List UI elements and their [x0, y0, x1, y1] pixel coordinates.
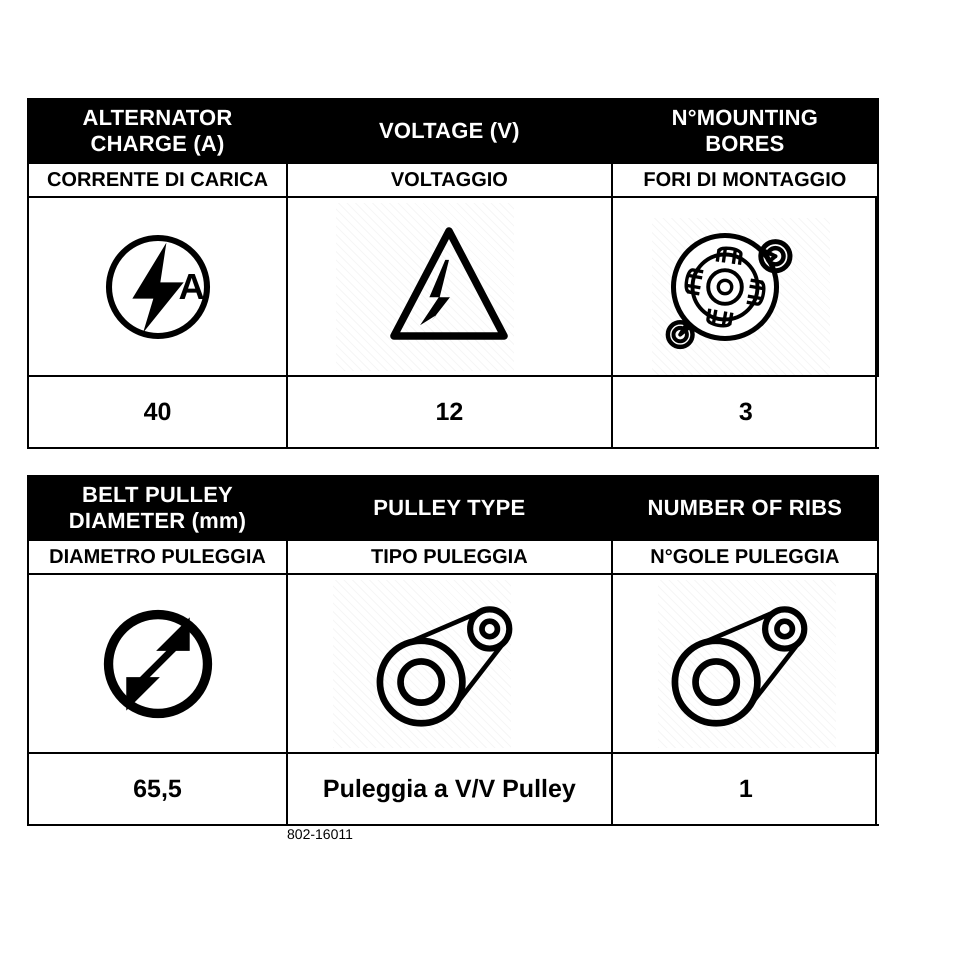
svg-text:A: A: [178, 266, 204, 307]
